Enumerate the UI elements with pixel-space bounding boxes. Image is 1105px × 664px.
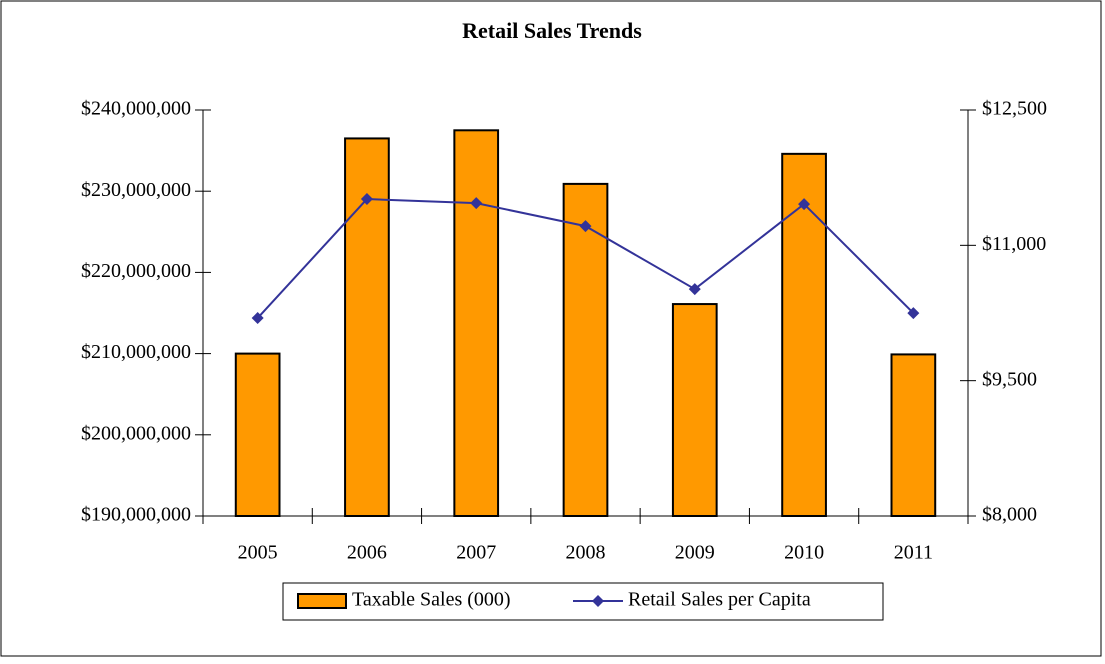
legend-marker: [592, 595, 604, 607]
y-tick-label: $230,000,000: [81, 179, 191, 201]
y-tick-label: $200,000,000: [81, 422, 191, 444]
legend-swatch: [297, 593, 347, 609]
y-tick-label: $210,000,000: [81, 341, 191, 363]
y-tick-label: $190,000,000: [81, 504, 191, 526]
bar: [671, 303, 718, 517]
line-marker: [688, 283, 701, 296]
y2-tick-label: $12,500: [982, 98, 1047, 120]
bar: [890, 353, 937, 517]
bar: [562, 182, 609, 517]
x-tick-label: 2008: [566, 542, 606, 564]
legend-label: Retail Sales per Capita: [628, 589, 811, 611]
x-tick-label: 2007: [456, 542, 496, 564]
x-tick-label: 2011: [894, 542, 933, 564]
y2-tick-label: $8,000: [982, 504, 1037, 526]
line-marker: [798, 198, 811, 211]
y2-tick-label: $9,500: [982, 368, 1037, 390]
bar: [453, 129, 500, 518]
chart-title: Retail Sales Trends: [462, 18, 642, 43]
legend-label: Taxable Sales (000): [352, 589, 511, 611]
bar: [234, 352, 281, 517]
line-marker: [470, 197, 483, 210]
x-tick-label: 2005: [238, 542, 278, 564]
bar: [781, 152, 827, 518]
y-tick-label: $220,000,000: [81, 260, 191, 282]
line-marker: [360, 193, 373, 206]
y-tick-label: $240,000,000: [81, 98, 191, 120]
x-tick-label: 2006: [347, 542, 387, 564]
x-tick-label: 2010: [784, 542, 824, 564]
x-tick-label: 2009: [675, 542, 715, 564]
line-marker: [251, 312, 264, 325]
line-marker: [579, 220, 592, 233]
y2-tick-label: $11,000: [982, 233, 1046, 255]
line-marker: [907, 307, 920, 320]
